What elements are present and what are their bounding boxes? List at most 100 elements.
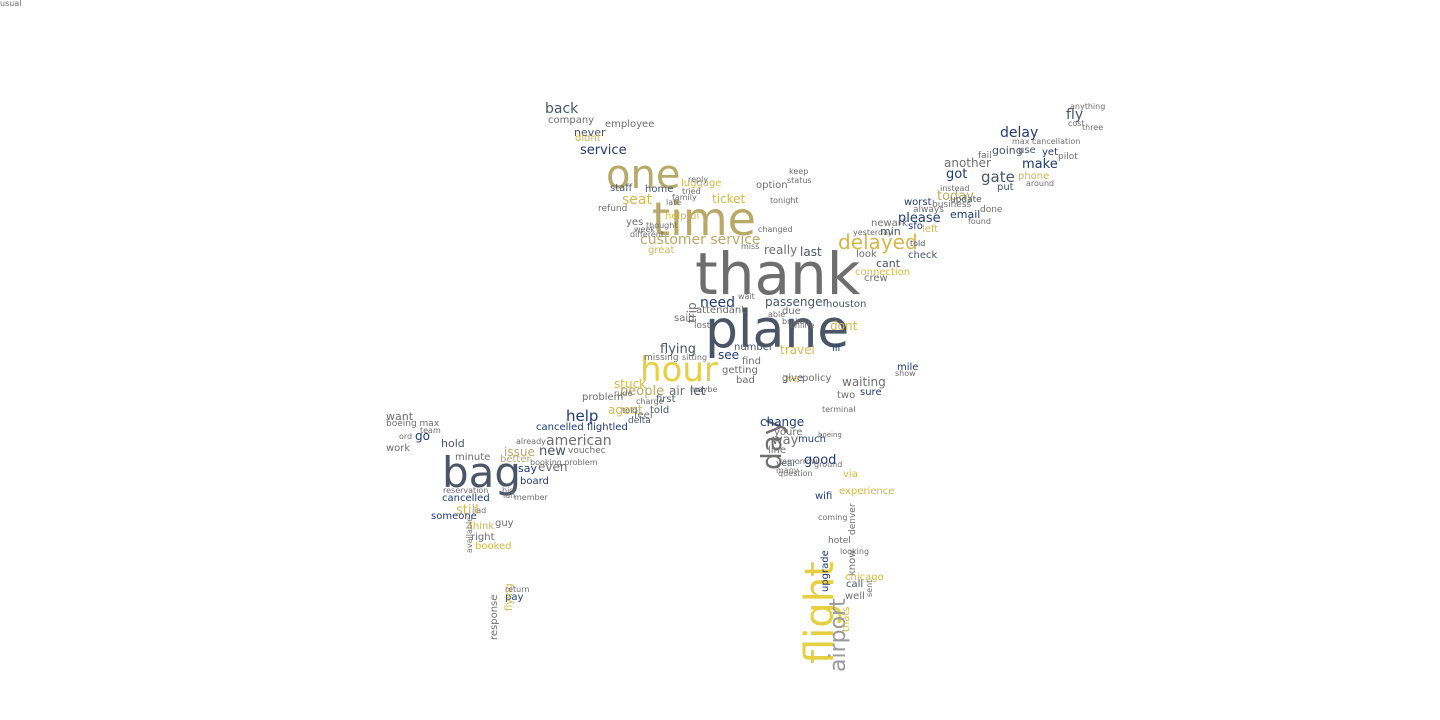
cloud-word: experience [839, 486, 895, 497]
cloud-word: broken [782, 317, 810, 326]
cloud-word: return [505, 585, 530, 594]
cloud-word: show [895, 369, 916, 378]
cloud-word: issue [504, 445, 535, 459]
cloud-word: getting [722, 365, 758, 376]
cloud-word: company [548, 115, 595, 126]
cloud-word: missing [644, 353, 679, 363]
cloud-word: late [666, 198, 682, 207]
cloud-word: iah [503, 491, 516, 500]
cloud-word: american [546, 433, 612, 449]
cloud-word: yet [1042, 147, 1058, 158]
cloud-word: status [787, 176, 812, 185]
cloud-word: due [782, 306, 801, 317]
cloud-word: yesterday [853, 228, 893, 237]
cloud-word: reservation [443, 486, 489, 495]
cloud-word: look [856, 249, 877, 260]
cloud-word: two [837, 390, 856, 401]
cloud-word: usual [0, 0, 22, 8]
cloud-word: put [997, 182, 1014, 193]
cloud-word: employee [605, 119, 655, 130]
cloud-word: left [922, 224, 939, 235]
cloud-word: last [800, 245, 822, 259]
cloud-word: gate [981, 168, 1015, 186]
cloud-word: around [1026, 179, 1055, 188]
cloud-word: wifi [815, 491, 833, 502]
cloud-word: terminal [822, 405, 856, 414]
cloud-word: bad [736, 375, 755, 386]
cloud-word: ground [814, 460, 843, 469]
cloud-word: people [620, 384, 665, 399]
cloud-word: maybe [690, 385, 718, 394]
cloud-word: crew [864, 273, 888, 284]
cloud-word: told [650, 405, 670, 416]
cloud-word: much [798, 434, 826, 445]
cloud-word: cant [876, 257, 901, 270]
cloud-word: newark [871, 218, 908, 229]
cloud-word: sure [860, 387, 882, 398]
cloud-word: work [386, 443, 411, 454]
cloud-word: tomorrow [779, 457, 818, 466]
cloud-word: help [566, 407, 599, 425]
cloud-word: see [718, 348, 740, 362]
cloud-word: still [456, 503, 479, 518]
cloud-word: max cancellation [1012, 137, 1081, 146]
cloud-word: family [672, 193, 697, 202]
cloud-word: home [645, 184, 674, 195]
cloud-word: yes [626, 217, 644, 228]
cloud-word: mile [897, 362, 919, 373]
cloud-word: min [880, 225, 901, 238]
cloud-word: didnt [575, 133, 601, 144]
cloud-word: minute [455, 452, 491, 463]
cloud-word: instead [940, 184, 970, 193]
cloud-word: vouchec [568, 446, 606, 456]
cloud-word: response [489, 594, 500, 640]
cloud-word: found [968, 217, 991, 226]
cloud-word: seat [622, 192, 652, 208]
cloud-word: make [1022, 157, 1058, 172]
cloud-word: refund [598, 204, 628, 214]
cloud-word: number [734, 342, 774, 353]
cloud-word: let [690, 384, 706, 398]
cloud-word: find [742, 356, 761, 367]
cloud-word: youre [774, 427, 803, 438]
cloud-word: cancelled flightled [536, 422, 628, 433]
cloud-word: never [574, 126, 606, 139]
cloud-word: bag [442, 448, 522, 497]
cloud-word: check [908, 250, 938, 261]
cloud-word: ord [399, 432, 413, 441]
cloud-word: line [768, 445, 787, 456]
cloud-word: ticket [712, 192, 746, 206]
cloud-word: update [950, 195, 982, 205]
cloud-word: iad [474, 506, 487, 515]
cloud-word: member [514, 493, 548, 502]
cloud-word: someone [431, 511, 477, 522]
cloud-word: upgrade [820, 550, 831, 592]
cloud-word: delta [628, 416, 651, 426]
cloud-word: boeing max [386, 419, 440, 429]
cloud-word: phone [1018, 171, 1050, 182]
cloud-word: said [674, 313, 695, 324]
cloud-word: booking problem [530, 458, 598, 467]
cloud-word: available [465, 517, 474, 554]
cloud-word: passenger [765, 295, 828, 309]
cloud-word: time [652, 192, 756, 246]
cloud-word: boeing [818, 431, 842, 439]
cloud-word: attendant [696, 305, 746, 316]
cloud-word: week [634, 225, 656, 234]
cloud-word: travel [780, 343, 815, 357]
cloud-word: anything [1070, 102, 1106, 111]
cloud-word: tried [682, 187, 701, 196]
cloud-word: really [764, 243, 798, 257]
cloud-word: team [420, 426, 441, 435]
cloud-word: pay [505, 592, 524, 603]
cloud-word: changed [758, 225, 793, 234]
cloud-word: connection [855, 267, 911, 278]
cloud-word: three [1082, 123, 1104, 132]
cloud-word: use [1018, 145, 1036, 156]
cloud-word: live [782, 374, 800, 385]
cloud-word: well [845, 591, 865, 602]
cloud-word: stuck [614, 377, 647, 391]
cloud-word: different [630, 230, 664, 239]
cloud-word: houston [826, 299, 867, 310]
